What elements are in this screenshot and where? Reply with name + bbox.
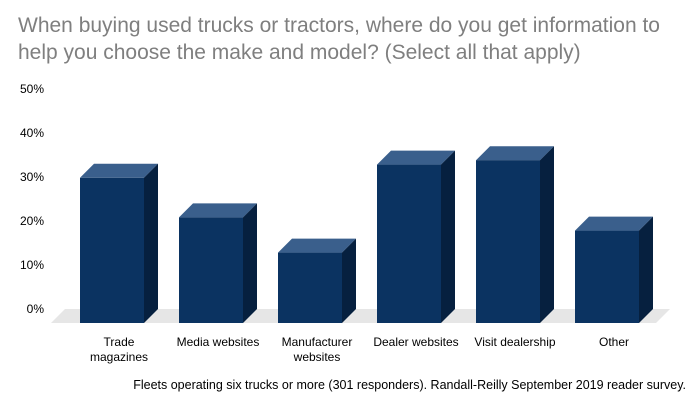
- chart-title: When buying used trucks or tractors, whe…: [18, 14, 660, 64]
- y-tick-label: 0%: [27, 302, 45, 316]
- category-label: Media websites: [177, 335, 260, 349]
- category-label: Manufacturer websites: [282, 335, 353, 364]
- y-axis-ticks: 0% 10% 20% 30% 40% 50%: [20, 82, 44, 316]
- bar: [575, 216, 653, 323]
- category-label: Dealer websites: [373, 335, 458, 349]
- category-label: Visit dealership: [474, 335, 555, 349]
- bar-top: [278, 238, 356, 253]
- bar-side: [144, 163, 158, 323]
- bar-top: [80, 163, 158, 178]
- bar-top: [575, 216, 653, 231]
- bar: [476, 146, 554, 323]
- bar: [377, 150, 455, 323]
- category-label: Other: [599, 335, 629, 349]
- bar-front: [377, 164, 441, 323]
- bar-front: [278, 252, 342, 323]
- bar-side: [639, 216, 653, 323]
- y-tick-label: 30%: [20, 170, 44, 184]
- category-labels: Trade magazines Media websites Manufacturer…: [90, 335, 629, 364]
- bar-top: [377, 150, 455, 165]
- bar-top: [476, 146, 554, 161]
- y-tick-label: 50%: [20, 82, 44, 96]
- chart-footnote: Fleets operating six trucks or more (301…: [133, 378, 686, 392]
- bar: [80, 163, 158, 323]
- bar-side: [243, 203, 257, 323]
- bar-side: [342, 238, 356, 323]
- y-tick-label: 40%: [20, 126, 44, 140]
- y-tick-label: 20%: [20, 214, 44, 228]
- category-label: Trade magazines: [90, 335, 148, 364]
- bar-front: [575, 230, 639, 323]
- bar: [179, 203, 257, 323]
- bar-side: [441, 150, 455, 323]
- bar-front: [476, 160, 540, 323]
- bar-front: [179, 217, 243, 323]
- bar: [278, 238, 356, 323]
- y-tick-label: 10%: [20, 258, 44, 272]
- bars: [80, 146, 653, 323]
- bar-front: [80, 177, 144, 323]
- bar-side: [540, 146, 554, 323]
- bar-top: [179, 203, 257, 218]
